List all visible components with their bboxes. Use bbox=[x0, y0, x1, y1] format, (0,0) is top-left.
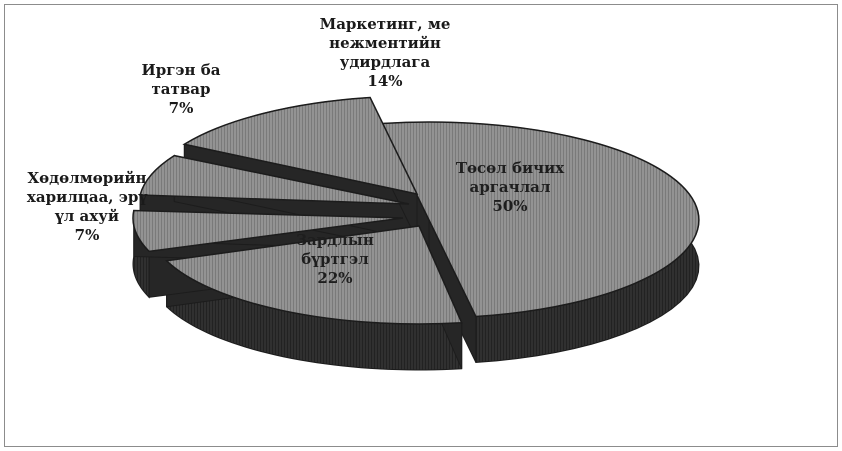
slice-label-3: Хөдөлмөрийн харилцаа, эрү үл ахуй 7% bbox=[27, 169, 148, 244]
pie-labels: Төсөл бичих аргачлал 50% Зардлын бүртгэл 22% Х… bbox=[27, 15, 565, 287]
slice-label-2: Зардлын бүртгэл 22% bbox=[296, 231, 374, 287]
pie-tops bbox=[132, 96, 700, 325]
chart-frame: Төсөл бичих аргачлал 50% Зардлын бүртгэл 22% Х… bbox=[4, 4, 838, 447]
pie-slice-3 bbox=[132, 209, 404, 253]
pie-slice-2 bbox=[164, 225, 463, 325]
pie-chart: Төсөл бичих аргачлал 50% Зардлын бүртгэл 22% Х… bbox=[27, 15, 700, 371]
pie-slice-5 bbox=[182, 96, 419, 196]
slice-label-4: Иргэн ба татвар 7% bbox=[142, 61, 221, 117]
pie-slice-1 bbox=[380, 121, 700, 318]
slice-label-5: Маркетинг, ме нежментийн удирдлага 14% bbox=[320, 15, 451, 90]
pie-slice-4 bbox=[139, 154, 410, 205]
slice-label-1: Төсөл бичих аргачлал 50% bbox=[456, 159, 565, 215]
